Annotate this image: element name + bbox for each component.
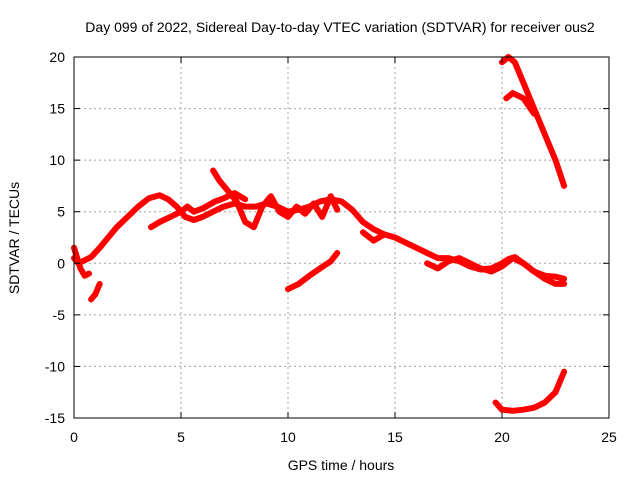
series-layer <box>71 54 568 414</box>
y-tick-label: -10 <box>45 358 65 374</box>
series-high-branch-a <box>499 54 568 189</box>
x-tick-label: 25 <box>601 429 617 445</box>
series-end-tail <box>424 255 568 287</box>
x-axis-label: GPS time / hours <box>288 457 395 473</box>
y-tick-label: 20 <box>49 49 65 65</box>
series-high-branch-b <box>503 90 538 117</box>
x-tick-label: 20 <box>494 429 510 445</box>
chart-title: Day 099 of 2022, Sidereal Day-to-day VTE… <box>85 19 595 35</box>
y-tick-label: 10 <box>49 152 65 168</box>
y-tick-label: -5 <box>53 307 66 323</box>
series-early-negative <box>88 280 103 303</box>
plot-frame <box>73 56 610 419</box>
series-mid-wiggle <box>210 167 341 231</box>
series-mid-negative <box>285 250 341 293</box>
y-tick-label: 5 <box>57 204 65 220</box>
series-start-drop <box>71 244 92 279</box>
x-tick-label: 15 <box>387 429 403 445</box>
tick-labels: 0 5 10 15 20 25 -15 -10 -5 0 5 10 15 20 <box>45 49 617 445</box>
x-tick-label: 10 <box>280 429 296 445</box>
y-tick-label: -15 <box>45 410 65 426</box>
x-tick-label: 0 <box>70 429 78 445</box>
x-tick-label: 5 <box>177 429 185 445</box>
series-upper-loop <box>148 190 249 231</box>
series-low-branch <box>492 368 568 414</box>
y-tick-label: 0 <box>57 255 65 271</box>
y-axis-label: SDTVAR / TECUs <box>6 182 22 294</box>
series-lower-bump <box>359 229 388 244</box>
y-tick-label: 15 <box>49 101 65 117</box>
